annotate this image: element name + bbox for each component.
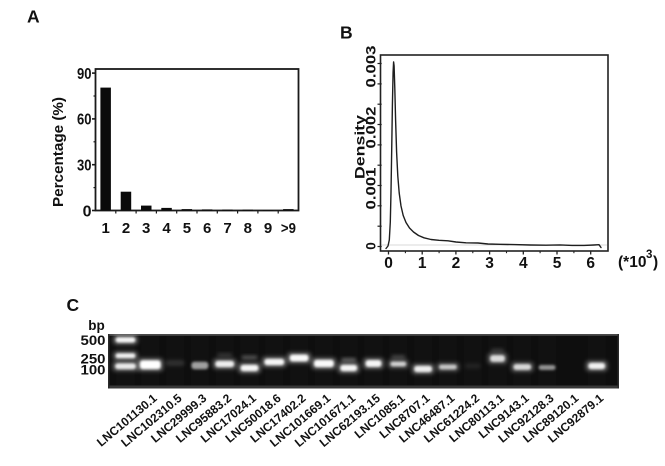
svg-text:100: 100: [81, 361, 106, 377]
svg-text:2: 2: [452, 255, 461, 272]
svg-text:0: 0: [83, 203, 92, 220]
svg-text:): ): [653, 254, 658, 271]
svg-text:0: 0: [364, 242, 379, 250]
svg-text:60: 60: [77, 112, 92, 129]
svg-text:4: 4: [519, 255, 528, 272]
svg-text:4: 4: [162, 220, 171, 237]
svg-text:A: A: [27, 7, 40, 27]
svg-text:bp: bp: [88, 318, 105, 333]
svg-text:Density: Density: [352, 115, 368, 179]
svg-text:C: C: [67, 295, 80, 315]
svg-text:1: 1: [418, 255, 427, 272]
svg-text:5: 5: [553, 255, 562, 272]
svg-text:90: 90: [77, 66, 92, 83]
svg-text:>9: >9: [281, 220, 296, 237]
svg-text:2: 2: [122, 220, 130, 237]
svg-text:B: B: [340, 23, 353, 43]
svg-text:1: 1: [102, 220, 110, 237]
svg-text:3: 3: [142, 220, 150, 237]
svg-text:7: 7: [223, 220, 231, 237]
svg-text:6: 6: [586, 255, 595, 272]
svg-text:30: 30: [77, 158, 92, 175]
svg-text:500: 500: [81, 332, 106, 348]
svg-text:8: 8: [244, 220, 252, 237]
svg-text:0.003: 0.003: [364, 45, 379, 88]
svg-text:6: 6: [203, 220, 211, 237]
svg-text:0: 0: [384, 255, 393, 272]
svg-text:(*10: (*10: [618, 254, 646, 271]
svg-text:5: 5: [183, 220, 191, 237]
svg-text:Percentage (%): Percentage (%): [50, 97, 67, 207]
svg-text:9: 9: [264, 220, 272, 237]
svg-text:3: 3: [485, 255, 494, 272]
svg-text:3: 3: [646, 249, 652, 261]
